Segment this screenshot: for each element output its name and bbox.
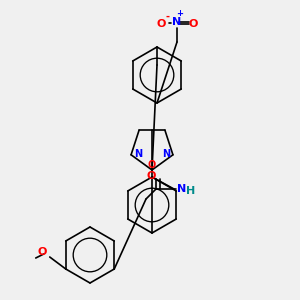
Text: N: N <box>177 184 187 194</box>
Text: H: H <box>186 186 196 196</box>
Text: O: O <box>37 247 46 257</box>
Text: N: N <box>162 149 170 159</box>
Text: +: + <box>176 10 184 19</box>
Text: O: O <box>188 19 198 29</box>
Text: O: O <box>156 19 166 29</box>
Text: N: N <box>134 149 142 159</box>
Text: O: O <box>148 160 156 170</box>
Text: N: N <box>172 17 182 27</box>
Text: -: - <box>166 12 170 22</box>
Text: O: O <box>146 171 156 181</box>
